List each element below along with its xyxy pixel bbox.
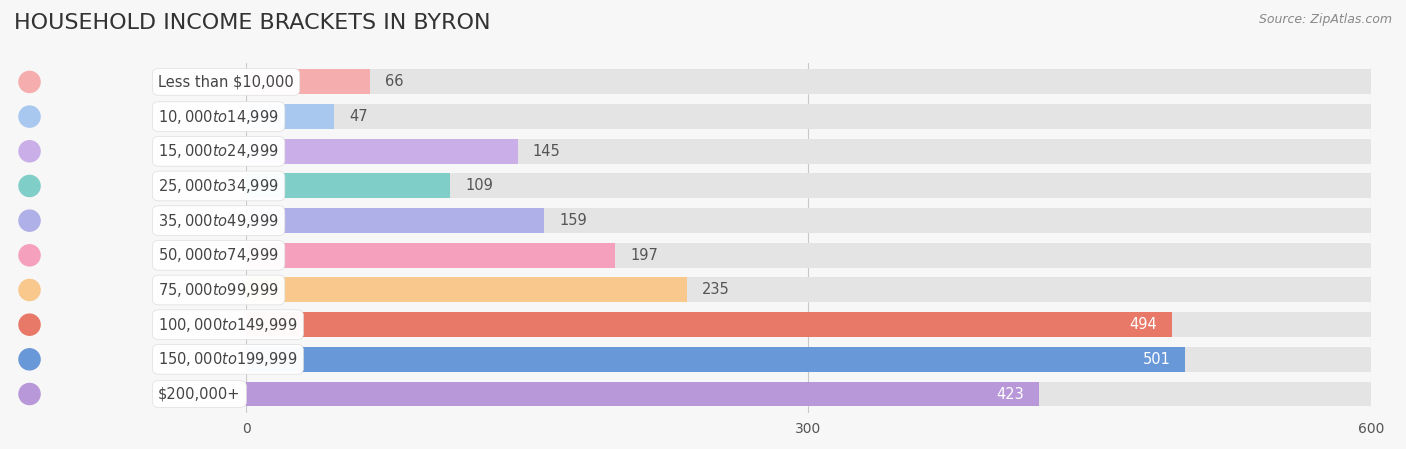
Circle shape xyxy=(18,210,41,231)
Bar xyxy=(246,382,1039,406)
Bar xyxy=(246,70,370,94)
Text: 423: 423 xyxy=(997,387,1024,401)
Circle shape xyxy=(18,349,41,370)
Text: HOUSEHOLD INCOME BRACKETS IN BYRON: HOUSEHOLD INCOME BRACKETS IN BYRON xyxy=(14,13,491,34)
Text: $15,000 to $24,999: $15,000 to $24,999 xyxy=(157,142,278,160)
Bar xyxy=(246,277,686,303)
Bar xyxy=(246,243,1371,268)
Text: 145: 145 xyxy=(533,144,561,159)
Text: Less than $10,000: Less than $10,000 xyxy=(157,75,294,89)
Circle shape xyxy=(18,106,41,127)
Text: $150,000 to $199,999: $150,000 to $199,999 xyxy=(157,350,298,368)
Bar xyxy=(246,70,1371,94)
Bar xyxy=(246,243,616,268)
Text: 501: 501 xyxy=(1143,352,1170,367)
Circle shape xyxy=(18,71,41,92)
Text: 235: 235 xyxy=(702,282,730,298)
Text: 494: 494 xyxy=(1129,317,1157,332)
Text: Source: ZipAtlas.com: Source: ZipAtlas.com xyxy=(1258,13,1392,26)
Text: $75,000 to $99,999: $75,000 to $99,999 xyxy=(157,281,278,299)
Text: $25,000 to $34,999: $25,000 to $34,999 xyxy=(157,177,278,195)
Text: 197: 197 xyxy=(630,248,658,263)
Bar xyxy=(246,173,1371,198)
Bar xyxy=(246,104,1371,129)
Bar xyxy=(246,139,1371,164)
Circle shape xyxy=(18,383,41,405)
Bar xyxy=(246,347,1371,372)
Circle shape xyxy=(18,314,41,335)
Bar xyxy=(246,104,335,129)
Bar xyxy=(246,208,544,233)
Bar xyxy=(246,312,1371,337)
Bar xyxy=(246,208,1371,233)
Text: $100,000 to $149,999: $100,000 to $149,999 xyxy=(157,316,298,334)
Circle shape xyxy=(18,176,41,197)
Bar xyxy=(246,277,1371,303)
Bar xyxy=(246,347,1185,372)
Text: 66: 66 xyxy=(385,75,404,89)
Circle shape xyxy=(18,245,41,266)
Bar xyxy=(246,312,1173,337)
Bar xyxy=(246,139,517,164)
Bar xyxy=(246,173,450,198)
Text: 109: 109 xyxy=(465,178,494,194)
Bar xyxy=(246,382,1371,406)
Circle shape xyxy=(18,279,41,300)
Circle shape xyxy=(18,141,41,162)
Text: $50,000 to $74,999: $50,000 to $74,999 xyxy=(157,247,278,264)
Text: $200,000+: $200,000+ xyxy=(157,387,240,401)
Text: $35,000 to $49,999: $35,000 to $49,999 xyxy=(157,211,278,229)
Text: 47: 47 xyxy=(349,109,368,124)
Text: $10,000 to $14,999: $10,000 to $14,999 xyxy=(157,108,278,126)
Text: 159: 159 xyxy=(560,213,586,228)
